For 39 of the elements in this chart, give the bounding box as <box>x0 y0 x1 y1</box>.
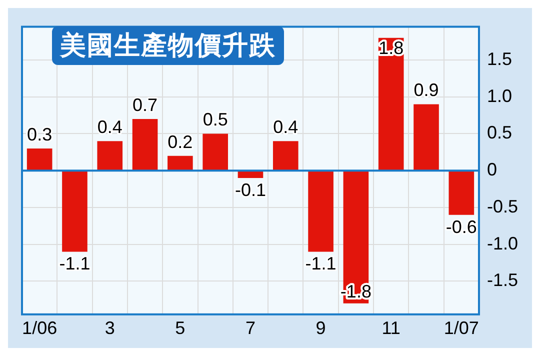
x-tick-label: 1/06 <box>22 318 58 338</box>
bar <box>202 134 228 170</box>
bar <box>238 171 264 178</box>
data-label: 0.2 <box>168 132 193 152</box>
x-tick-label: 5 <box>175 318 186 338</box>
data-label: -0.6 <box>446 216 477 237</box>
x-tick-label: 7 <box>245 318 256 338</box>
data-label: 0.5 <box>202 110 228 130</box>
chart-title: 美國生產物價升跌 <box>52 26 284 65</box>
x-tick-label: 9 <box>316 318 326 338</box>
bar <box>62 171 88 252</box>
bar <box>378 38 404 170</box>
data-label: -0.1 <box>234 180 266 200</box>
y-tick-label: -1.0 <box>486 233 518 254</box>
y-tick-label: 1.5 <box>486 48 512 69</box>
data-label: 0.3 <box>27 124 52 144</box>
data-label: 0.4 <box>273 117 298 138</box>
data-label: -1.1 <box>305 254 336 274</box>
x-tick-label: 11 <box>382 318 400 338</box>
bar <box>26 148 52 170</box>
y-tick-label: -0.5 <box>486 196 518 216</box>
data-label: 0.4 <box>97 117 122 138</box>
data-label: -1.1 <box>59 254 90 274</box>
y-tick-label: 0 <box>486 160 497 180</box>
y-tick-label: 0.5 <box>486 122 512 143</box>
data-label: 0.9 <box>414 80 439 100</box>
x-tick-label: 3 <box>104 318 115 338</box>
y-tick-label: -1.5 <box>486 270 518 290</box>
bar <box>97 141 123 170</box>
bar <box>168 156 193 170</box>
bar <box>414 104 439 170</box>
bar <box>272 141 298 170</box>
x-tick-label: 1/07 <box>444 318 479 338</box>
data-label: 1.8 <box>378 38 404 58</box>
data-label: 0.7 <box>132 94 158 115</box>
bar <box>308 171 334 252</box>
bar <box>448 171 474 215</box>
bar <box>132 118 158 170</box>
y-tick-label: 1.0 <box>486 86 512 106</box>
